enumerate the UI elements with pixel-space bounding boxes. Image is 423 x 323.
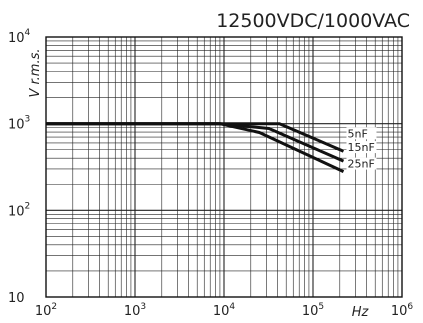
series-label: 5nF	[347, 127, 367, 140]
y-tick-label: 102	[8, 201, 30, 219]
x-tick-label: 102	[35, 302, 57, 319]
y-tick-label: 103	[8, 115, 30, 133]
y-axis-label: V r.m.s.	[28, 48, 43, 97]
x-tick-label: 105	[302, 302, 324, 319]
series-label: 15nF	[347, 141, 374, 154]
series-line	[46, 124, 344, 161]
chart-title: 12500VDC/1000VAC	[216, 10, 410, 32]
x-tick-label: 106	[391, 302, 414, 319]
series-label: 25nF	[347, 158, 374, 171]
x-axis-label: Hz	[352, 305, 370, 320]
x-tick-label: 104	[213, 302, 236, 319]
series-lines	[46, 124, 344, 172]
y-tick-label: 10	[8, 291, 25, 306]
x-tick-label: 103	[124, 302, 146, 319]
